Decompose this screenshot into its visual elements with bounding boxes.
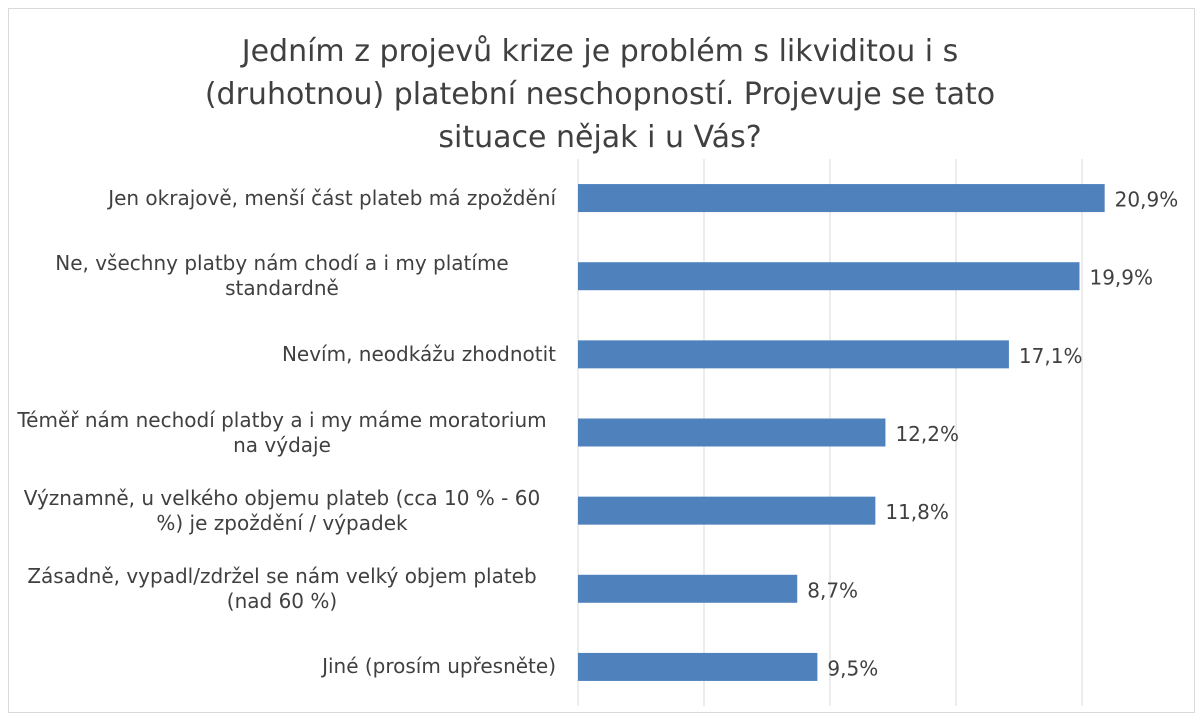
- data-label: 20,9%: [1115, 188, 1179, 212]
- category-label: Nevím, neodkážu zhodnotit: [281, 341, 556, 366]
- category-label: Jen okrajově, menší část plateb má zpožd…: [108, 185, 556, 210]
- data-label: 8,7%: [807, 578, 858, 602]
- bar: [578, 340, 1009, 369]
- data-label: 17,1%: [1019, 344, 1083, 368]
- category-label: Téměř nám nechodí platby a i my máme mor…: [17, 407, 547, 457]
- category-label: Zásadně, vypadl/zdržel se nám velký obje…: [27, 563, 537, 613]
- bar: [578, 184, 1105, 213]
- bar: [578, 574, 798, 603]
- data-label: 12,2%: [895, 422, 959, 446]
- bar: [578, 652, 818, 681]
- category-label: Významně, u velkého objemu plateb (cca 1…: [23, 485, 541, 535]
- data-label: 19,9%: [1089, 266, 1153, 290]
- bar: [578, 418, 886, 447]
- chart-border: [8, 8, 1195, 713]
- chart-title: Jedním z projevů krize je problém s likv…: [204, 34, 996, 155]
- category-label: Ne, všechny platby nám chodí a i my plat…: [55, 251, 509, 301]
- bar: [578, 262, 1080, 291]
- category-label: Jiné (prosím upřesněte): [322, 654, 556, 679]
- data-label: 11,8%: [885, 500, 949, 524]
- data-label: 9,5%: [827, 656, 878, 680]
- bar: [578, 496, 876, 525]
